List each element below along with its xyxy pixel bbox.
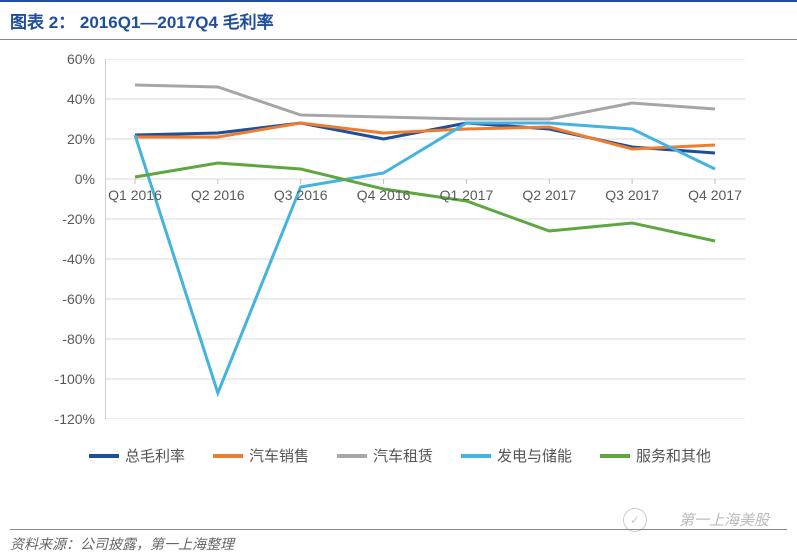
line-chart-svg bbox=[105, 59, 745, 419]
y-tick: -100% bbox=[35, 371, 95, 387]
y-tick: 0% bbox=[35, 171, 95, 187]
x-tick: Q4 2016 bbox=[357, 187, 411, 203]
legend-item: 总毛利率 bbox=[89, 445, 185, 466]
y-tick: 40% bbox=[35, 91, 95, 107]
y-tick: -80% bbox=[35, 331, 95, 347]
legend-item: 发电与储能 bbox=[461, 445, 572, 466]
legend-item: 汽车租赁 bbox=[337, 445, 433, 466]
y-tick: -120% bbox=[35, 411, 95, 427]
legend-label: 发电与储能 bbox=[497, 445, 572, 466]
x-tick: Q3 2016 bbox=[274, 187, 328, 203]
x-tick: Q1 2016 bbox=[108, 187, 162, 203]
x-tick: Q2 2017 bbox=[522, 187, 576, 203]
legend-label: 汽车销售 bbox=[249, 445, 309, 466]
chart-title: 图表 2： 2016Q1—2017Q4 毛利率 bbox=[0, 0, 797, 40]
legend-label: 服务和其他 bbox=[636, 445, 711, 466]
y-tick: -60% bbox=[35, 291, 95, 307]
plot-area: Q1 2016 Q2 2016 Q3 2016 Q4 2016 Q1 2017 Q2 20… bbox=[105, 59, 745, 419]
legend-swatch bbox=[337, 454, 367, 458]
source-text: 资料来源：公司披露，第一上海整理 bbox=[10, 529, 787, 554]
x-tick: Q4 2017 bbox=[688, 187, 742, 203]
y-tick: 60% bbox=[35, 51, 95, 67]
legend-swatch bbox=[461, 454, 491, 458]
x-tick: Q2 2016 bbox=[191, 187, 245, 203]
legend-swatch bbox=[600, 454, 630, 458]
x-tick: Q3 2017 bbox=[605, 187, 659, 203]
x-tick: Q1 2017 bbox=[440, 187, 494, 203]
legend-swatch bbox=[89, 454, 119, 458]
chart-figure: 图表 2： 2016Q1—2017Q4 毛利率 -120% -100% -80% -6… bbox=[0, 0, 797, 556]
watermark-text: 第一上海美股 bbox=[679, 509, 769, 530]
chart-area: -120% -100% -80% -60% -40% -20% 0% 20% 40% 60% Q1… bbox=[35, 44, 765, 484]
y-tick: -40% bbox=[35, 251, 95, 267]
legend-item: 汽车销售 bbox=[213, 445, 309, 466]
legend-label: 总毛利率 bbox=[125, 445, 185, 466]
legend: 总毛利率 汽车销售 汽车租赁 发电与储能 服务和其他 bbox=[35, 445, 765, 466]
y-tick: -20% bbox=[35, 211, 95, 227]
legend-item: 服务和其他 bbox=[600, 445, 711, 466]
y-tick: 20% bbox=[35, 131, 95, 147]
legend-swatch bbox=[213, 454, 243, 458]
legend-label: 汽车租赁 bbox=[373, 445, 433, 466]
